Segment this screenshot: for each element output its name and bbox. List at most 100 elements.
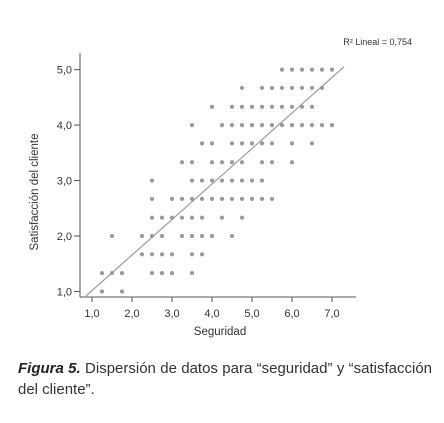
scatter-point (329, 67, 335, 72)
scatter-point (149, 178, 155, 183)
scatter-point (309, 104, 315, 109)
scatter-point (309, 141, 315, 146)
scatter-point (229, 233, 235, 239)
scatter-point (309, 85, 315, 91)
scatter-point (199, 196, 205, 201)
scatter-point (189, 196, 195, 201)
scatter-point (149, 271, 155, 276)
scatter-point (249, 178, 255, 183)
scatter-point (209, 141, 215, 146)
scatter-point (289, 122, 295, 128)
x-axis-ticks: 1,0 2,0 3,0 4,0 5,0 6,0 7,0 (84, 297, 340, 320)
y-tick-label: 2,0 (57, 231, 72, 243)
scatter-point (259, 85, 265, 91)
scatter-point (229, 122, 235, 128)
scatter-point (159, 215, 165, 220)
scatter-point (169, 271, 175, 276)
x-tick-label: 5,0 (244, 308, 259, 320)
scatter-point (249, 104, 255, 109)
scatter-point (159, 252, 165, 257)
scatter-point (229, 141, 235, 146)
scatter-point (329, 122, 335, 128)
scatter-point (249, 122, 255, 128)
scatter-point (239, 122, 245, 128)
x-tick-label: 1,0 (84, 308, 99, 320)
scatter-point (219, 178, 225, 183)
scatter-point (249, 196, 255, 201)
scatter-point (269, 122, 275, 128)
scatter-point (259, 122, 265, 128)
x-tick-label: 7,0 (324, 308, 339, 320)
scatter-point (199, 252, 205, 257)
figure-caption-text: Dispersión de datos para “seguridad” y “… (18, 360, 433, 398)
scatter-point (169, 196, 175, 201)
scatter-point (259, 196, 265, 201)
scatter-point (149, 196, 155, 201)
scatter-point (269, 85, 275, 91)
scatter-point (179, 196, 185, 201)
figure-caption: Figura 5. Dispersión de datos para “segu… (18, 358, 432, 400)
scatter-point (189, 178, 195, 183)
y-tick-label: 1,0 (57, 286, 72, 298)
scatter-point (189, 233, 195, 239)
r-squared-annotation: R² Lineal = 0,754 (343, 37, 412, 47)
scatter-point (229, 178, 235, 183)
scatter-point (139, 233, 145, 239)
scatter-point (189, 122, 195, 128)
scatter-point (209, 160, 215, 165)
scatter-point (239, 215, 245, 220)
scatter-point (149, 252, 155, 257)
plot-area: 1,0 2,0 3,0 4,0 5,0 1,0 2,0 3,0 4,0 5,0 6,0 7,0 (57, 53, 356, 320)
scatter-point (199, 233, 205, 239)
scatter-point (99, 289, 105, 294)
scatter-point (289, 141, 295, 146)
scatter-point (139, 252, 145, 257)
scatter-point (199, 141, 205, 146)
scatter-point (299, 122, 305, 128)
scatter-point (259, 178, 265, 183)
scatter-chart: 1,0 2,0 3,0 4,0 5,0 1,0 2,0 3,0 4,0 5,0 6,0 7,0 R²… (29, 37, 412, 338)
scatter-point (229, 160, 235, 165)
scatter-point (99, 271, 105, 276)
scatter-point (269, 104, 275, 109)
regression-line (85, 66, 345, 297)
scatter-point (279, 67, 285, 72)
scatter-point (209, 196, 215, 201)
scatter-point (219, 122, 225, 128)
scatter-point (189, 215, 195, 220)
y-tick-label: 4,0 (57, 120, 72, 132)
scatter-point (159, 233, 165, 239)
y-axis-ticks: 1,0 2,0 3,0 4,0 5,0 (57, 65, 80, 298)
scatter-point (269, 160, 275, 165)
scatter-point (239, 196, 245, 201)
scatter-point (309, 122, 315, 128)
scatter-point (169, 252, 175, 257)
scatter-point (309, 67, 315, 72)
scatter-point (239, 178, 245, 183)
x-axis-title: Seguridad (194, 326, 246, 338)
scatter-point (319, 67, 325, 72)
scatter-point (179, 215, 185, 220)
scatter-point (319, 122, 325, 128)
scatter-point (229, 104, 235, 109)
scatter-points (99, 67, 335, 294)
x-tick-label: 6,0 (284, 308, 299, 320)
scatter-point (239, 141, 245, 146)
scatter-point (189, 252, 195, 257)
scatter-point (289, 85, 295, 91)
scatter-point (269, 141, 275, 146)
scatter-point (239, 104, 245, 109)
scatter-point (149, 215, 155, 220)
scatter-point (209, 233, 215, 239)
scatter-point (259, 141, 265, 146)
scatter-point (289, 67, 295, 72)
scatter-point (239, 160, 245, 165)
y-tick-label: 5,0 (57, 65, 72, 77)
scatter-point (279, 85, 285, 91)
x-tick-label: 4,0 (204, 308, 219, 320)
x-tick-label: 3,0 (164, 308, 179, 320)
scatter-point (119, 271, 125, 276)
scatter-point (239, 85, 245, 91)
scatter-point (299, 85, 305, 91)
scatter-point (209, 178, 215, 183)
